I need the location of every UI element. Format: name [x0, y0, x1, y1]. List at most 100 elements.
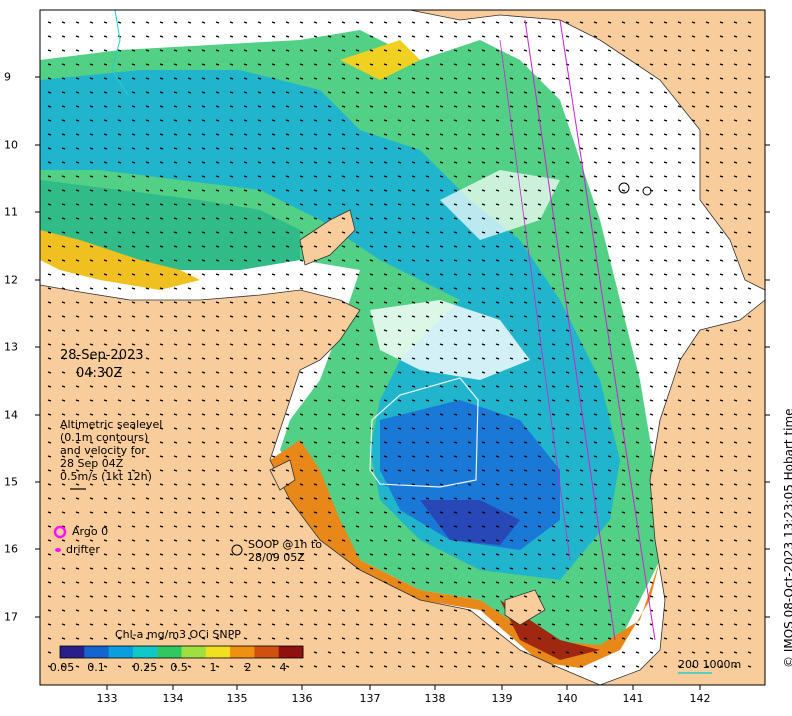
- velocity-arrow: [285, 567, 290, 570]
- velocity-arrow: [635, 329, 640, 332]
- velocity-arrow: [747, 581, 752, 584]
- velocity-arrow: [621, 203, 626, 206]
- velocity-arrow: [467, 455, 472, 458]
- velocity-arrow: [257, 231, 262, 234]
- velocity-arrow: [719, 567, 724, 570]
- velocity-arrow: [201, 287, 206, 290]
- velocity-arrow: [453, 105, 458, 108]
- velocity-arrow: [313, 357, 318, 360]
- velocity-arrow: [677, 399, 682, 402]
- velocity-arrow: [635, 259, 640, 262]
- velocity-arrow: [663, 315, 668, 318]
- velocity-arrow: [187, 119, 192, 122]
- velocity-arrow: [47, 539, 52, 542]
- velocity-arrow: [327, 357, 332, 360]
- velocity-arrow: [635, 385, 640, 388]
- velocity-arrow: [621, 609, 626, 612]
- velocity-arrow: [313, 413, 318, 416]
- velocity-arrow: [453, 567, 458, 570]
- velocity-arrow: [229, 665, 234, 668]
- lat-tick: 11: [4, 205, 18, 219]
- velocity-arrow: [243, 203, 248, 206]
- velocity-arrow: [61, 189, 66, 192]
- velocity-arrow: [481, 49, 486, 52]
- velocity-arrow: [747, 189, 752, 192]
- velocity-arrow: [705, 637, 710, 640]
- velocity-arrow: [453, 245, 458, 248]
- velocity-arrow: [411, 469, 416, 472]
- velocity-arrow: [621, 623, 626, 626]
- velocity-arrow: [215, 623, 220, 626]
- velocity-arrow: [215, 133, 220, 136]
- velocity-arrow: [159, 329, 164, 332]
- velocity-arrow: [495, 147, 500, 150]
- velocity-arrow: [215, 259, 220, 262]
- velocity-arrow: [369, 189, 374, 192]
- velocity-arrow: [201, 637, 206, 640]
- velocity-arrow: [355, 301, 360, 304]
- velocity-arrow: [397, 665, 402, 668]
- velocity-arrow: [523, 77, 528, 80]
- velocity-arrow: [719, 161, 724, 164]
- velocity-arrow: [383, 623, 388, 626]
- velocity-arrow: [537, 469, 542, 472]
- velocity-arrow: [89, 357, 94, 360]
- velocity-arrow: [257, 245, 262, 248]
- velocity-arrow: [495, 49, 500, 52]
- velocity-arrow: [145, 609, 150, 612]
- velocity-arrow: [61, 105, 66, 108]
- velocity-arrow: [187, 63, 192, 66]
- velocity-arrow: [243, 91, 248, 94]
- velocity-arrow: [173, 245, 178, 248]
- velocity-arrow: [425, 231, 430, 234]
- velocity-arrow: [635, 315, 640, 318]
- velocity-arrow: [299, 231, 304, 234]
- velocity-arrow: [75, 91, 80, 94]
- velocity-arrow: [467, 231, 472, 234]
- velocity-arrow: [117, 511, 122, 514]
- velocity-arrow: [705, 469, 710, 472]
- velocity-arrow: [495, 315, 500, 318]
- velocity-arrow: [131, 427, 136, 430]
- velocity-arrow: [383, 49, 388, 52]
- velocity-arrow: [635, 469, 640, 472]
- velocity-arrow: [509, 623, 514, 626]
- velocity-arrow: [369, 525, 374, 528]
- velocity-arrow: [201, 231, 206, 234]
- velocity-arrow: [159, 399, 164, 402]
- velocity-arrow: [453, 637, 458, 640]
- velocity-arrow: [677, 119, 682, 122]
- velocity-arrow: [537, 385, 542, 388]
- velocity-arrow: [663, 441, 668, 444]
- velocity-arrow: [425, 595, 430, 598]
- velocity-arrow: [425, 77, 430, 80]
- velocity-arrow: [383, 217, 388, 220]
- velocity-arrow: [341, 371, 346, 374]
- velocity-arrow: [383, 287, 388, 290]
- velocity-arrow: [341, 203, 346, 206]
- velocity-arrow: [621, 511, 626, 514]
- velocity-arrow: [75, 245, 80, 248]
- velocity-arrow: [103, 105, 108, 108]
- velocity-arrow: [649, 539, 654, 542]
- velocity-arrow: [565, 665, 570, 668]
- velocity-arrow: [257, 343, 262, 346]
- velocity-arrow: [733, 329, 738, 332]
- velocity-arrow: [523, 623, 528, 626]
- velocity-arrow: [313, 469, 318, 472]
- velocity-arrow: [579, 259, 584, 262]
- velocity-arrow: [145, 371, 150, 374]
- velocity-arrow: [355, 91, 360, 94]
- velocity-arrow: [215, 217, 220, 220]
- velocity-arrow: [229, 441, 234, 444]
- velocity-arrow: [551, 77, 556, 80]
- velocity-arrow: [439, 49, 444, 52]
- velocity-arrow: [425, 483, 430, 486]
- colorbar-segment: [181, 646, 207, 658]
- velocity-arrow: [313, 483, 318, 486]
- velocity-arrow: [537, 441, 542, 444]
- velocity-arrow: [579, 119, 584, 122]
- velocity-arrow: [103, 581, 108, 584]
- velocity-arrow: [579, 455, 584, 458]
- velocity-arrow: [537, 567, 542, 570]
